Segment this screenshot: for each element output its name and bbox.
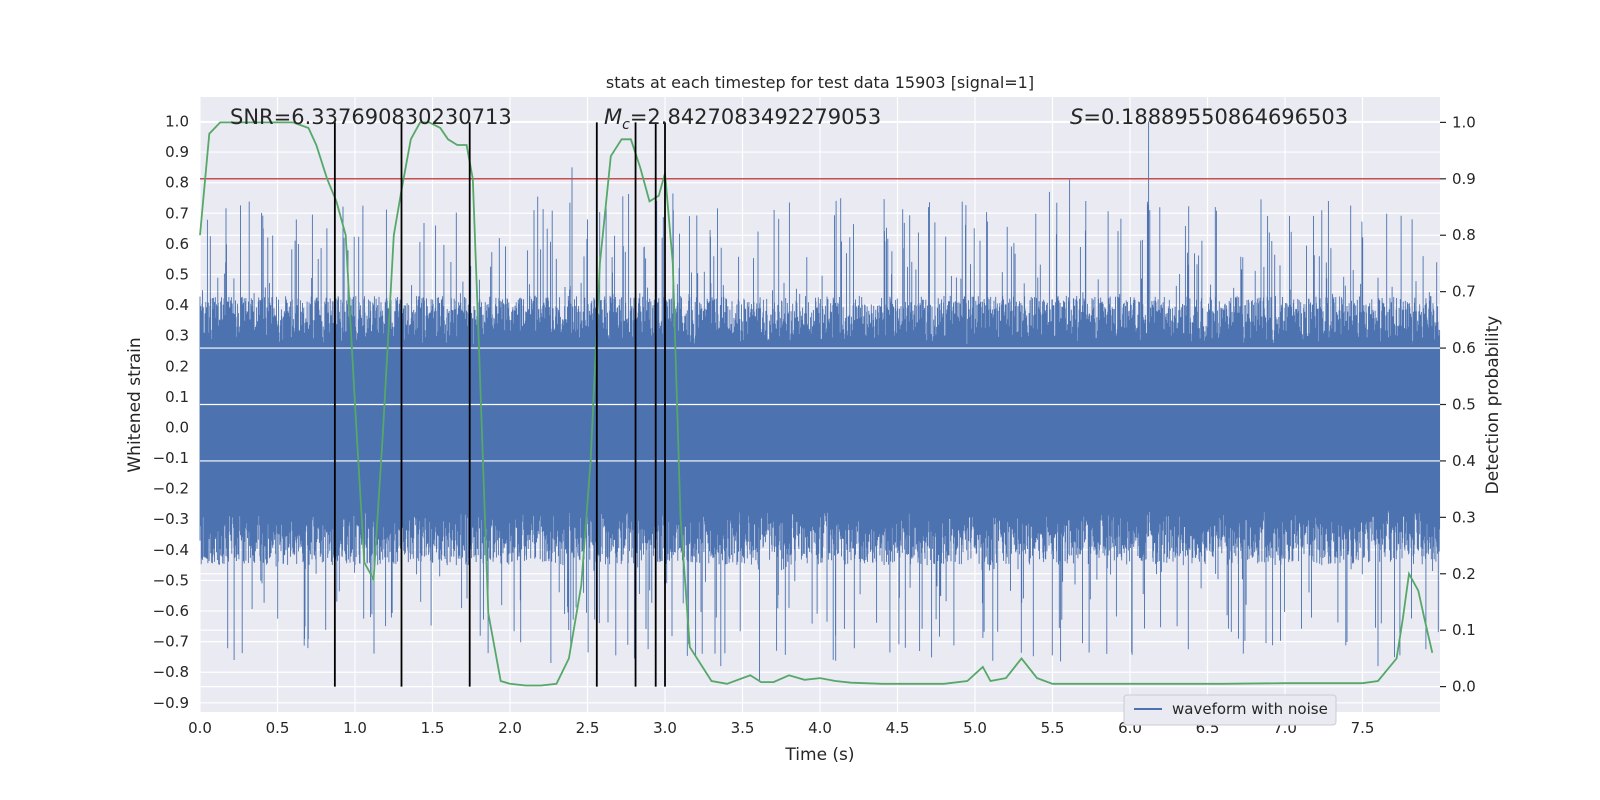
- x-tick-label: 2.0: [498, 719, 522, 737]
- y-tick-label: 0.6: [165, 235, 189, 253]
- y-tick-label: −0.3: [153, 510, 189, 528]
- y2-tick-label: 0.3: [1452, 508, 1476, 526]
- y-tick-label: 0.5: [165, 265, 189, 283]
- y2-tick-label: 0.1: [1452, 621, 1476, 639]
- x-tick-label: 0.0: [188, 719, 212, 737]
- y2-tick-label: 0.2: [1452, 565, 1476, 583]
- x-tick-label: 4.0: [808, 719, 832, 737]
- vertical-markers: [333, 122, 666, 687]
- legend: waveform with noise: [1123, 694, 1337, 726]
- x-axis-label: Time (s): [784, 745, 854, 765]
- axis-ticks: 0.0 0.5 1.0 1.5 2.0 2.5 3.0 3.5 4.0 4.5 5.0 5.5 6.0 6…: [153, 112, 1476, 737]
- y-tick-label: 0.3: [165, 327, 189, 345]
- chirp-mass-symbol: M: [604, 105, 622, 129]
- series-waveform-with-noise: [199, 121, 1441, 682]
- x-tick-label: 4.5: [886, 719, 910, 737]
- s-value: =0.18889550864696503: [1083, 105, 1348, 129]
- y2-axis-label: Detection probability: [1483, 316, 1503, 495]
- y2-tick-label: 0.0: [1452, 678, 1476, 696]
- y-tick-label: −0.9: [153, 694, 189, 712]
- y2-tick-label: 1.0: [1452, 113, 1476, 131]
- waveform-core-band: [200, 344, 1440, 511]
- y-axis-label: Whitened strain: [125, 337, 145, 472]
- legend-box: [1123, 694, 1337, 726]
- x-tick-label: 1.5: [421, 719, 445, 737]
- y-tick-label: −0.5: [153, 571, 189, 589]
- x-tick-label: 1.0: [343, 719, 367, 737]
- y2-tick-label: 0.4: [1452, 452, 1476, 470]
- y-tick-label: −0.6: [153, 602, 189, 620]
- y-tick-label: −0.1: [153, 449, 189, 467]
- chart-title: stats at each timestep for test data 159…: [606, 73, 1034, 92]
- s-annotation: S=0.18889550864696503: [1070, 105, 1348, 129]
- y2-tick-label: 0.9: [1452, 170, 1476, 188]
- x-tick-label: 5.5: [1041, 719, 1065, 737]
- y-tick-label: 0.2: [165, 357, 189, 375]
- y-tick-label: 0.8: [165, 174, 189, 192]
- chirp-mass-subscript: c: [622, 117, 630, 133]
- x-tick-label: 0.5: [266, 719, 290, 737]
- y-tick-label: 0.1: [165, 388, 189, 406]
- x-tick-label: 3.5: [731, 719, 755, 737]
- y-tick-label: −0.7: [153, 633, 189, 651]
- s-symbol: S: [1070, 105, 1083, 129]
- y-tick-label: −0.4: [153, 541, 189, 559]
- x-tick-label: 5.0: [963, 719, 987, 737]
- snr-annotation: SNR=6.337690830230713: [230, 105, 512, 129]
- y-tick-label: 0.4: [165, 296, 189, 314]
- y-tick-label: 0.0: [165, 418, 189, 436]
- chirp-mass-value: =2.8427083492279053: [630, 105, 881, 129]
- x-tick-label: 7.5: [1351, 719, 1375, 737]
- y2-tick-label: 0.6: [1452, 339, 1476, 357]
- legend-label-waveform: waveform with noise: [1172, 700, 1328, 718]
- y2-tick-label: 0.8: [1452, 226, 1476, 244]
- y-tick-label: 0.7: [165, 204, 189, 222]
- y-tick-label: −0.2: [153, 480, 189, 498]
- y-tick-label: −0.8: [153, 663, 189, 681]
- x-tick-label: 3.0: [653, 719, 677, 737]
- y-tick-label: 0.9: [165, 143, 189, 161]
- y2-tick-label: 0.5: [1452, 396, 1476, 414]
- y2-tick-label: 0.7: [1452, 283, 1476, 301]
- y-tick-label: 1.0: [165, 112, 189, 130]
- x-tick-label: 2.5: [576, 719, 600, 737]
- chirp-mass-annotation: Mc=2.8427083492279053: [604, 105, 881, 133]
